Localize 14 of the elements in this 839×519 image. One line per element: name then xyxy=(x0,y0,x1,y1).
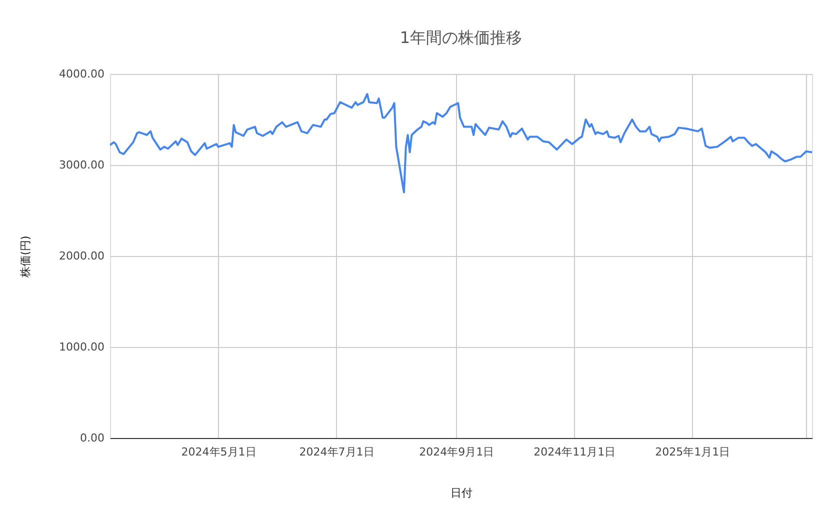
y-tick-label: 2000.00 xyxy=(59,250,104,262)
x-tick-label: 2024年9月1日 xyxy=(419,446,494,458)
x-tick-label: 2024年11月1日 xyxy=(534,446,616,458)
y-tick-label: 0.00 xyxy=(80,432,104,444)
y-tick-label: 3000.00 xyxy=(59,158,104,172)
x-tick-label: 2024年5月1日 xyxy=(181,446,256,458)
y-axis-title: 株価(円) xyxy=(19,236,32,278)
chart-title: 1年間の株価推移 xyxy=(400,28,522,47)
x-tick-label: 2025年1月1日 xyxy=(655,446,730,458)
x-tick-label: 2024年7月1日 xyxy=(299,446,374,458)
y-tick-label: 4000.00 xyxy=(59,68,104,80)
y-tick-label: 1000.00 xyxy=(59,340,104,354)
x-axis-title: 日付 xyxy=(450,486,472,500)
line-series xyxy=(110,93,812,194)
